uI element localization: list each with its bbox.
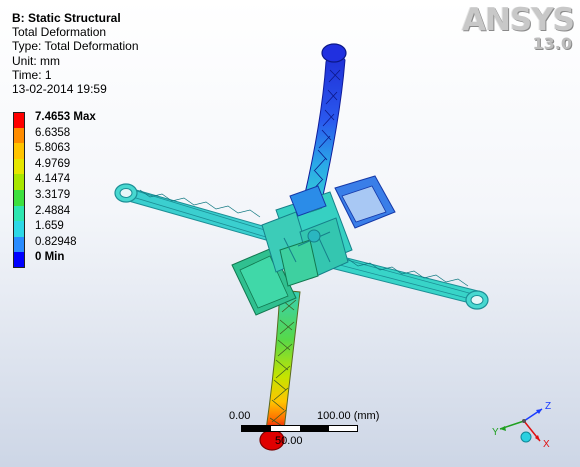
legend-value-label: 4.1474 — [35, 173, 71, 186]
result-time: Time: 1 — [12, 67, 52, 82]
legend-value-label: 0.82948 — [35, 235, 77, 248]
analysis-title: B: Static Structural — [12, 11, 121, 25]
axis-triad[interactable]: Z X Y — [488, 397, 558, 459]
legend-value-label: 0 Min — [35, 251, 65, 264]
scale-bar — [241, 425, 358, 432]
triad-x-label: X — [543, 439, 550, 450]
central-body — [231, 175, 396, 316]
legend-color-swatch — [13, 158, 25, 175]
result-timestamp: 13-02-2014 19:59 — [12, 82, 107, 97]
scale-mid-label: 50.00 — [275, 435, 303, 447]
scale-segment — [242, 426, 271, 431]
legend-color-swatch — [13, 236, 25, 253]
legend-color-swatch — [13, 143, 25, 159]
arm-top — [303, 43, 347, 201]
legend-value-label: 4.9769 — [35, 157, 71, 170]
result-name: Total Deformation — [12, 25, 107, 40]
scale-segment — [300, 426, 329, 431]
result-type: Type: Total Deformation — [12, 39, 139, 54]
triad-y-label: Y — [492, 427, 499, 438]
isometric-view-ball — [520, 431, 532, 443]
scale-start-label: 0.00 — [229, 410, 251, 422]
scale-end-label: 100.00 (mm) — [317, 410, 380, 422]
result-unit: Unit: mm — [12, 53, 60, 68]
arm-right — [330, 254, 489, 310]
analysis-info: B: Static Structural Total Deformation T… — [12, 11, 139, 96]
legend-color-swatch — [13, 189, 25, 206]
legend-value-label: 7.4653 Max — [35, 111, 96, 123]
legend-color-swatch — [13, 127, 25, 144]
legend-color-swatch — [13, 174, 25, 190]
legend-value-label: 1.659 — [35, 220, 64, 233]
triad-z-label: Z — [545, 401, 552, 412]
legend-value-label: 3.3179 — [35, 188, 71, 201]
arm-left — [114, 183, 271, 241]
legend-value-label: 2.4884 — [35, 204, 71, 217]
triad-arrows — [499, 408, 543, 443]
legend-value-label: 5.8063 — [35, 142, 71, 155]
legend-color-swatch — [13, 205, 25, 222]
legend-color-swatch — [13, 112, 25, 128]
logo-version: 13.0 — [532, 34, 572, 53]
legend-value-label: 6.6358 — [35, 126, 71, 139]
logo-brand: ANSYS — [461, 2, 575, 38]
legend-color-swatch — [13, 252, 25, 268]
scale-ruler: 0.00 100.00 (mm) 50.00 — [229, 410, 399, 450]
legend-color-swatch — [13, 221, 25, 237]
ansys-logo: ANSYS 13.0 — [461, 2, 575, 53]
